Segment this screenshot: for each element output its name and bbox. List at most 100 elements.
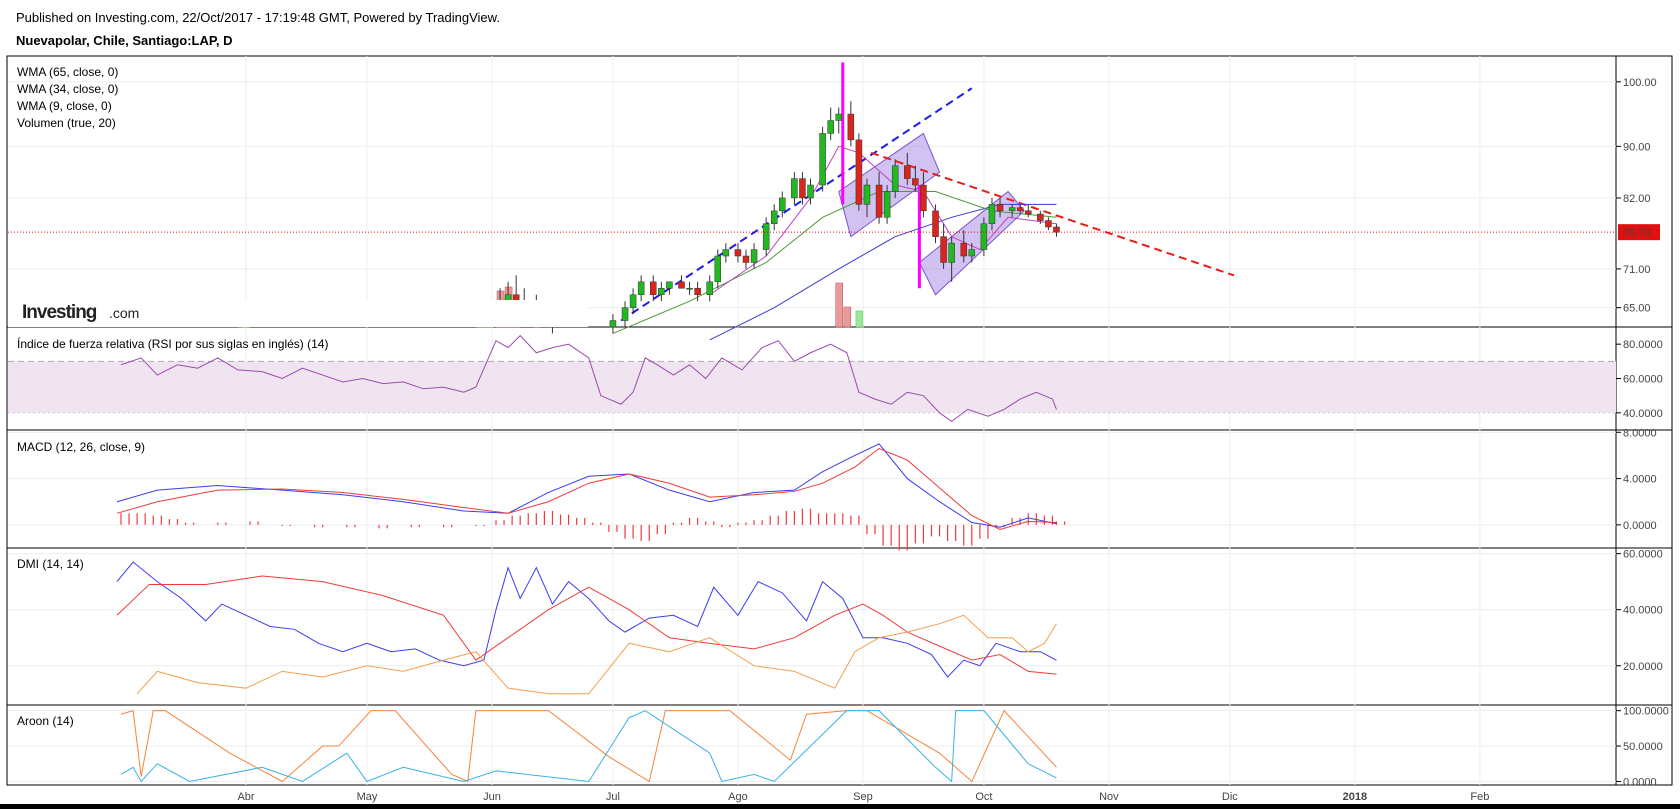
y-tick-label: 100.0000 (1623, 706, 1669, 718)
bottom-bar (0, 804, 1680, 809)
x-tick-label: Abr (237, 791, 254, 803)
downtrend-line (870, 151, 1235, 277)
candle-body (968, 249, 976, 257)
candle-body (779, 197, 786, 212)
legend-entry: WMA (65, close, 0) (17, 65, 118, 79)
y-tick-label: 71.00 (1623, 264, 1651, 276)
candle-body (714, 255, 722, 283)
x-tick-label: 2018 (1343, 791, 1367, 803)
candle-body (1025, 210, 1032, 215)
legend-entry: Volumen (true, 20) (17, 116, 116, 130)
candle-body (686, 288, 693, 290)
x-tick-label: Jun (483, 791, 501, 803)
candle-body (621, 307, 629, 321)
candle-body (629, 294, 637, 308)
candle-body (988, 204, 996, 225)
y-tick-label: 100.00 (1623, 77, 1657, 89)
y-tick-label: 4.0000 (1623, 474, 1657, 486)
candle-body (932, 210, 939, 237)
x-tick-label: Sep (853, 791, 873, 803)
candle-body (609, 320, 617, 328)
y-tick-label: 80.0000 (1623, 339, 1663, 351)
legend-entry: WMA (9, close, 0) (17, 99, 112, 113)
rsi-band (8, 361, 1616, 413)
x-tick-label: Ago (728, 791, 748, 803)
candle-body (706, 281, 713, 295)
last-price-label: 76.70 (1623, 227, 1651, 239)
candle-body (694, 288, 701, 295)
candle-body (883, 191, 891, 218)
pane-title-aroon: Aroon (14) (17, 714, 74, 728)
macd-line (116, 443, 1057, 528)
candle-body (827, 120, 834, 134)
candle-body (678, 281, 685, 289)
candle-body (920, 184, 927, 212)
candle-body (750, 249, 758, 263)
candle-body (734, 249, 742, 257)
y-tick-label: 50.0000 (1623, 741, 1663, 753)
y-tick-label: 82.00 (1623, 193, 1651, 205)
logo-backdrop (8, 300, 588, 327)
candle-body (770, 210, 778, 225)
pane-title-rsi: Índice de fuerza relativa (RSI por sus s… (17, 336, 328, 351)
candle-body (762, 223, 770, 250)
candle-body (637, 281, 645, 295)
investing-logo-suffix: .com (109, 305, 139, 321)
legend-entry: WMA (34, close, 0) (17, 82, 118, 96)
chart-frame (6, 55, 1673, 786)
candle-body (791, 178, 798, 199)
channel-rectangle (838, 132, 941, 238)
volume-bar (843, 306, 852, 328)
candle-body (819, 133, 826, 186)
candle-body (807, 184, 814, 199)
pane-title-dmi: DMI (14, 14) (17, 557, 84, 571)
y-tick-label: 40.0000 (1623, 605, 1663, 617)
candle-body (996, 204, 1004, 212)
candle-body (980, 223, 988, 250)
candle-body (799, 178, 806, 199)
rsi-line (120, 334, 1057, 423)
pane-title-macd: MACD (12, 26, close, 9) (17, 440, 145, 454)
wma-line (612, 191, 1057, 334)
aroon-line (120, 710, 1057, 783)
y-tick-label: 60.0000 (1623, 549, 1663, 561)
candle-body (1037, 213, 1044, 221)
published-info: Published on Investing.com, 22/Oct/2017 … (16, 10, 500, 25)
candle-body (948, 242, 955, 263)
candle-body (847, 113, 855, 141)
candle-body (912, 178, 919, 186)
candle-body (960, 242, 967, 257)
candle-body (666, 281, 673, 289)
y-tick-label: 60.0000 (1623, 374, 1663, 386)
candle-body (863, 184, 871, 205)
candle-body (891, 165, 899, 192)
candle-body (835, 113, 842, 121)
volume-bar (835, 282, 843, 328)
candle-body (1008, 207, 1016, 212)
y-tick-label: 0.0000 (1623, 776, 1657, 788)
candle-body (875, 184, 883, 218)
candle-body (742, 255, 750, 263)
macd-line (116, 447, 1057, 531)
x-tick-label: Dic (1222, 791, 1238, 803)
x-tick-label: Jul (606, 791, 620, 803)
y-tick-label: 65.00 (1623, 303, 1651, 315)
candle-body (722, 249, 730, 257)
last-price-tag (1618, 224, 1660, 241)
x-tick-label: May (357, 791, 378, 803)
dmi-line (136, 614, 1057, 695)
dmi-line (116, 561, 1057, 678)
candle-body (1016, 207, 1024, 212)
y-tick-label: 40.0000 (1623, 408, 1663, 420)
candle-body (855, 139, 863, 205)
candle-body (1045, 220, 1052, 228)
candle-body (904, 165, 911, 179)
candle-body (940, 236, 947, 263)
y-tick-label: 0.0000 (1623, 520, 1657, 532)
candle-body (650, 281, 657, 295)
y-tick-label: 90.00 (1623, 141, 1651, 153)
x-tick-label: Feb (1470, 791, 1489, 803)
dmi-line (116, 575, 1057, 675)
x-tick-label: Oct (975, 791, 992, 803)
